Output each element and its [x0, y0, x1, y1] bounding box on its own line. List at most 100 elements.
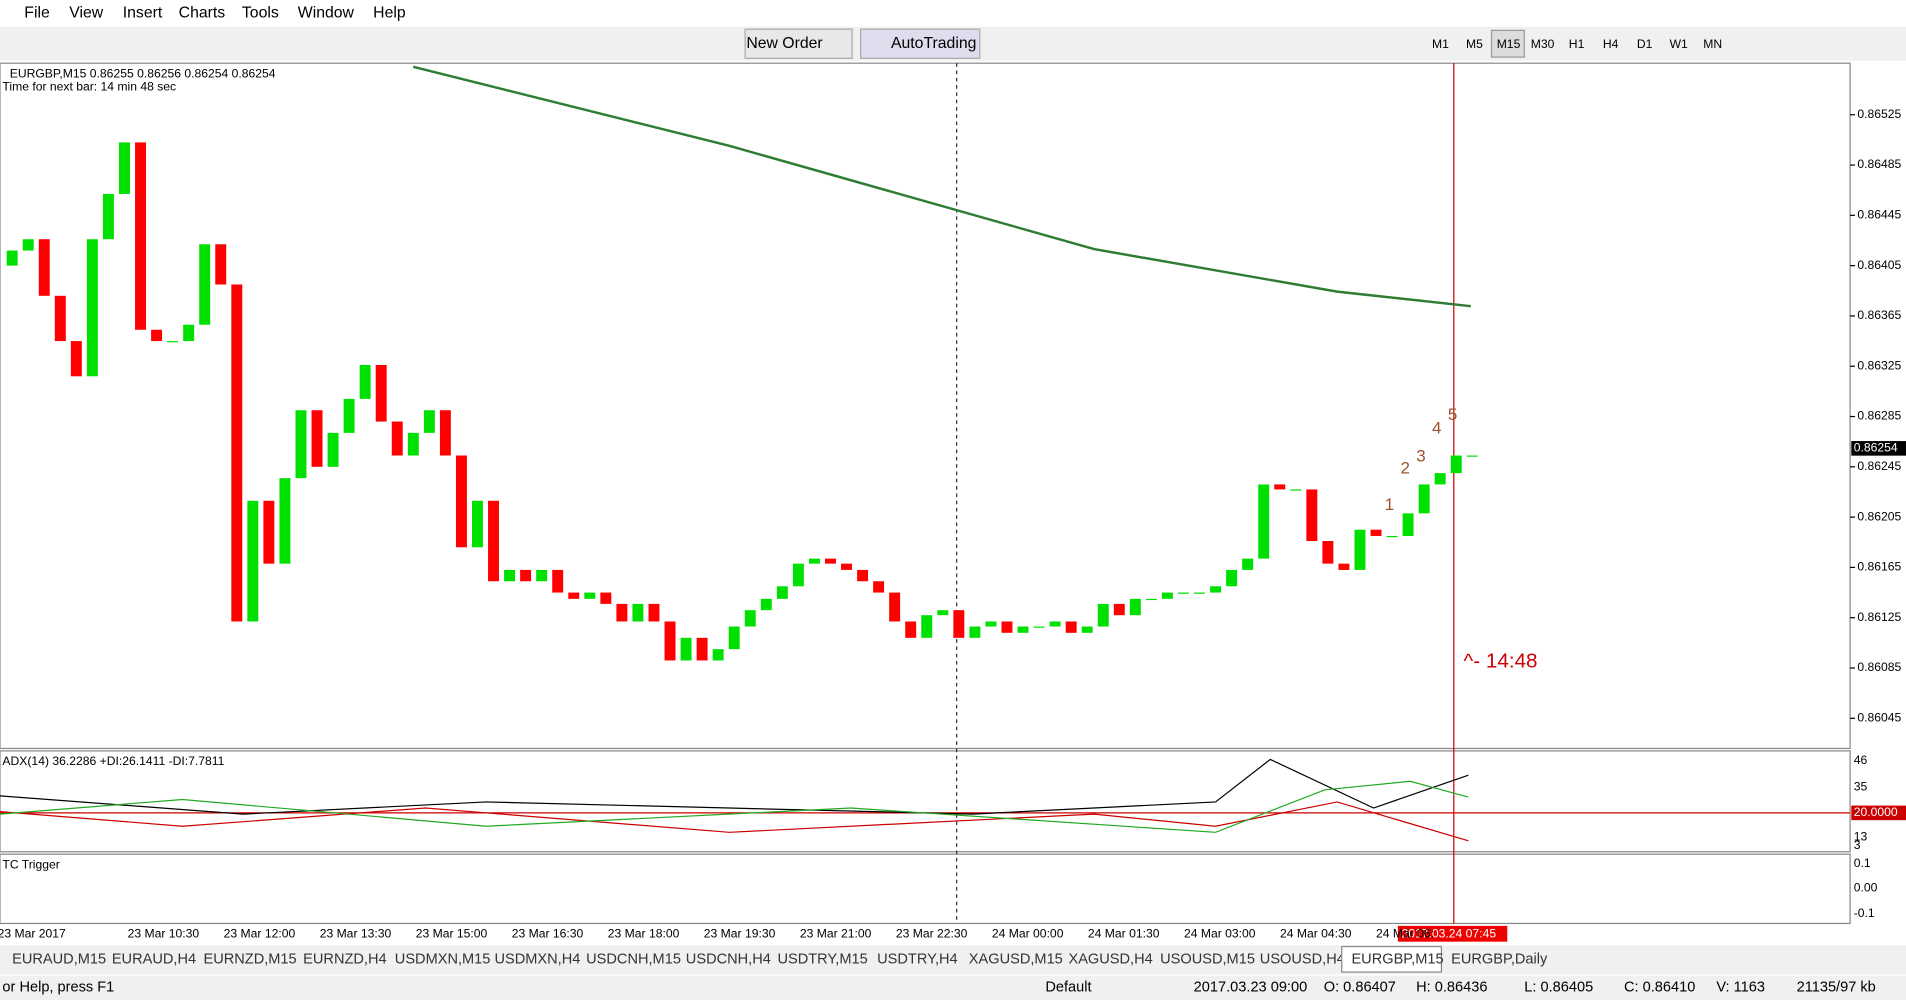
candle: [1033, 626, 1045, 628]
tab[interactable]: USDCNH,M15: [586, 952, 681, 968]
time-label: 23 Mar 21:00: [800, 927, 872, 941]
wave-label: 3: [1416, 446, 1425, 465]
y-tick-label: 0.86285: [1857, 409, 1901, 423]
time-label: 24 Mar 00:00: [992, 927, 1064, 941]
candle: [616, 603, 628, 622]
candle: [119, 142, 130, 194]
candle: [696, 637, 708, 661]
chart-timer: Time for next bar: 14 min 48 sec: [2, 80, 176, 94]
tab[interactable]: EURGBP,M15: [1351, 952, 1443, 968]
tc-scale: -0.1: [1854, 906, 1875, 920]
candle: [648, 603, 660, 622]
timeframe-active: [1490, 29, 1525, 58]
adx-panel: [0, 750, 1851, 853]
menu-item[interactable]: Charts: [179, 5, 226, 22]
tab[interactable]: USDMXN,H4: [494, 952, 580, 968]
candle: [1306, 489, 1318, 542]
moving-average: [412, 65, 1471, 308]
status-field: 2017.03.23 09:00: [1194, 980, 1308, 996]
tab[interactable]: USOUSD,H4: [1260, 952, 1345, 968]
autotrading[interactable]: AutoTrading: [891, 35, 976, 52]
candle: [472, 500, 483, 548]
candle: [1386, 535, 1398, 538]
tab[interactable]: EURGBP,Daily: [1451, 952, 1548, 968]
menu-item[interactable]: View: [69, 5, 104, 22]
candle: [327, 432, 339, 467]
timeframe-button[interactable]: H4: [1603, 37, 1619, 51]
timeframe-button[interactable]: D1: [1637, 37, 1653, 51]
status-field: 21135/97 kb: [1797, 980, 1876, 996]
tab[interactable]: EURAUD,H4: [112, 952, 196, 968]
candle: [857, 569, 869, 582]
menu-item[interactable]: Insert: [123, 5, 163, 22]
timeframe-button[interactable]: M5: [1466, 37, 1483, 51]
tab[interactable]: USOUSD,M15: [1160, 952, 1255, 968]
candle: [199, 244, 211, 325]
candle: [504, 569, 516, 582]
timeframe-button[interactable]: M15: [1497, 37, 1521, 51]
time-label: 24 Mar 04:30: [1280, 927, 1352, 941]
tc-scale: 0.1: [1854, 856, 1871, 870]
new-order-button[interactable]: [744, 28, 853, 59]
candle: [873, 581, 885, 593]
candle: [712, 649, 724, 661]
candle: [1434, 473, 1446, 485]
time-label: 23 Mar 12:00: [224, 927, 296, 941]
tab[interactable]: XAGUSD,M15: [969, 952, 1063, 968]
time-label: 23 Mar 2017: [0, 927, 66, 941]
minus-di-line: [0, 801, 1469, 842]
autotrading-button[interactable]: [860, 28, 981, 59]
candle: [1274, 484, 1286, 490]
candle: [728, 626, 740, 650]
candle: [151, 329, 163, 342]
tab[interactable]: USDTRY,H4: [877, 952, 958, 968]
tc-label: TC Trigger: [2, 857, 59, 871]
y-tick-label: 0.86525: [1857, 107, 1901, 121]
status-field: V: 1163: [1716, 980, 1765, 996]
new-order[interactable]: New Order: [746, 35, 822, 52]
timeframe-button[interactable]: H1: [1569, 37, 1585, 51]
candle: [985, 621, 997, 627]
candle: [1129, 598, 1141, 616]
tab[interactable]: EURNZD,H4: [303, 952, 386, 968]
time-label: 24 Mar 03:00: [1184, 927, 1256, 941]
price-badge: [1851, 441, 1906, 456]
status-bar: [0, 975, 1906, 1000]
tab[interactable]: XAGUSD,H4: [1068, 952, 1152, 968]
timeframe-button[interactable]: MN: [1703, 37, 1722, 51]
candle: [1113, 603, 1125, 616]
candle: [488, 500, 499, 582]
candle: [311, 410, 323, 467]
y-tick-label: 0.86205: [1857, 509, 1901, 523]
y-tick-label: 0.86085: [1857, 660, 1901, 674]
chart-header: EURGBP,M15 0.86255 0.86256 0.86254 0.862…: [10, 66, 276, 80]
candle: [1161, 592, 1173, 599]
menu-item[interactable]: Window: [298, 5, 355, 22]
status-field: Default: [1045, 980, 1091, 996]
candle: [407, 432, 419, 456]
menu-item[interactable]: Help: [373, 5, 406, 22]
tab[interactable]: USDTRY,M15: [777, 952, 867, 968]
timeframe-button[interactable]: M1: [1432, 37, 1449, 51]
candle: [375, 364, 387, 422]
timeframe-button[interactable]: W1: [1670, 37, 1688, 51]
candle: [1466, 455, 1478, 457]
current-price: 0.86254: [1854, 441, 1898, 455]
wave-label: 5: [1448, 405, 1457, 424]
candle: [1081, 626, 1093, 633]
menu-item[interactable]: Tools: [242, 5, 279, 22]
y-tick-label: 0.86405: [1857, 258, 1901, 272]
time-label: 23 Mar 15:00: [416, 927, 488, 941]
candle: [680, 637, 692, 661]
candle: [263, 500, 275, 564]
candle: [1001, 621, 1013, 633]
candle: [969, 626, 981, 638]
tab[interactable]: EURAUD,M15: [12, 952, 106, 968]
time-cursor: 2017.03.24 07:45: [1402, 927, 1497, 941]
menu-item[interactable]: File: [24, 5, 50, 22]
tab[interactable]: EURNZD,M15: [203, 952, 296, 968]
tab[interactable]: USDCNH,H4: [686, 952, 771, 968]
candle: [231, 284, 243, 622]
tab[interactable]: USDMXN,M15: [395, 952, 491, 968]
timeframe-button[interactable]: M30: [1531, 37, 1555, 51]
